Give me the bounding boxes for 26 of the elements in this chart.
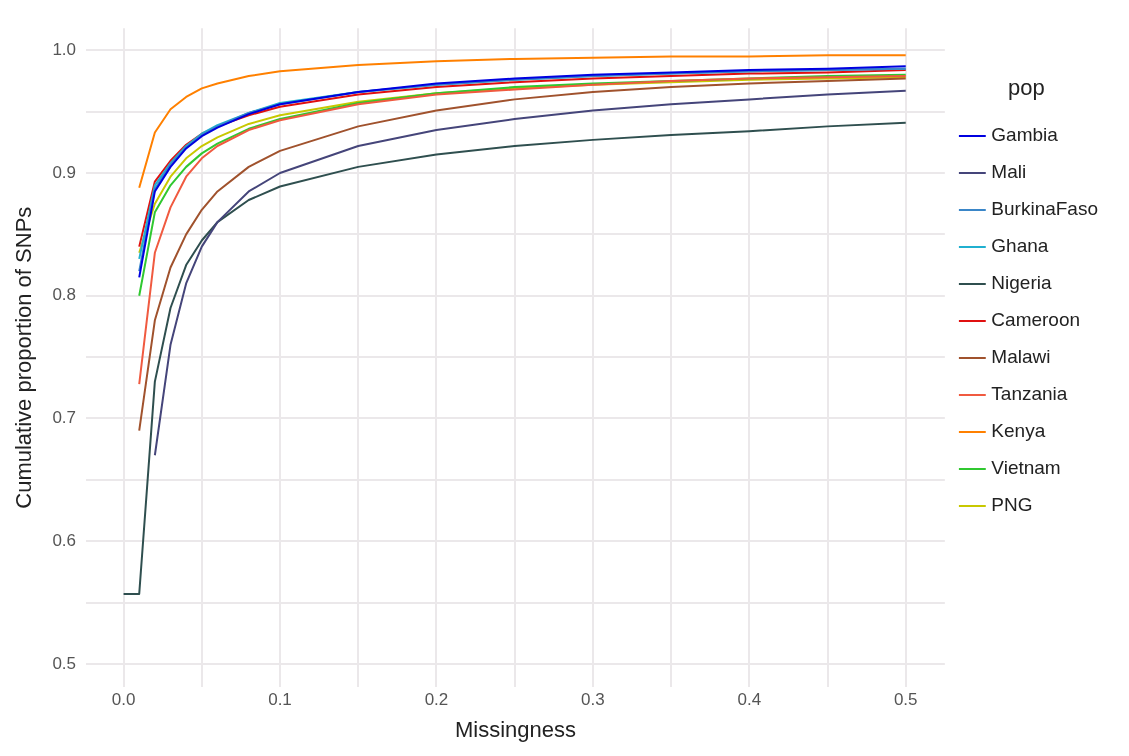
x-tick-label: 0.2 (424, 690, 449, 710)
x-tick-label: 0.4 (737, 690, 762, 710)
legend-label: Tanzania (991, 383, 1068, 405)
legend-label: BurkinaFaso (991, 198, 1099, 220)
legend-label: Malawi (991, 346, 1051, 368)
x-tick-label: 0.5 (893, 690, 918, 710)
legend-label: Ghana (991, 235, 1049, 257)
x-tick-label: 0.0 (111, 690, 136, 710)
x-tick-label: 0.1 (268, 690, 292, 710)
legend-label: PNG (991, 494, 1033, 516)
x-tick-label: 0.3 (581, 690, 605, 710)
legend-title: pop (1008, 75, 1045, 101)
y-tick-label: 0.5 (52, 653, 77, 673)
y-tick-label: 0.6 (52, 530, 77, 550)
legend-label: Nigeria (991, 272, 1052, 294)
legend-label: Kenya (991, 420, 1046, 442)
y-tick-label: 0.9 (52, 162, 77, 182)
legend-label: Cameroon (991, 309, 1081, 331)
y-tick-label: 0.7 (52, 408, 77, 428)
legend-label: Mali (991, 161, 1027, 183)
y-tick-label: 0.8 (52, 285, 77, 305)
y-tick-label: 1.0 (52, 39, 77, 59)
y-axis-title: Cumulative proportion of SNPs (11, 206, 37, 509)
x-axis-title: Missingness (454, 716, 576, 742)
legend-label: Vietnam (991, 457, 1061, 479)
legend-label: Gambia (991, 124, 1059, 146)
